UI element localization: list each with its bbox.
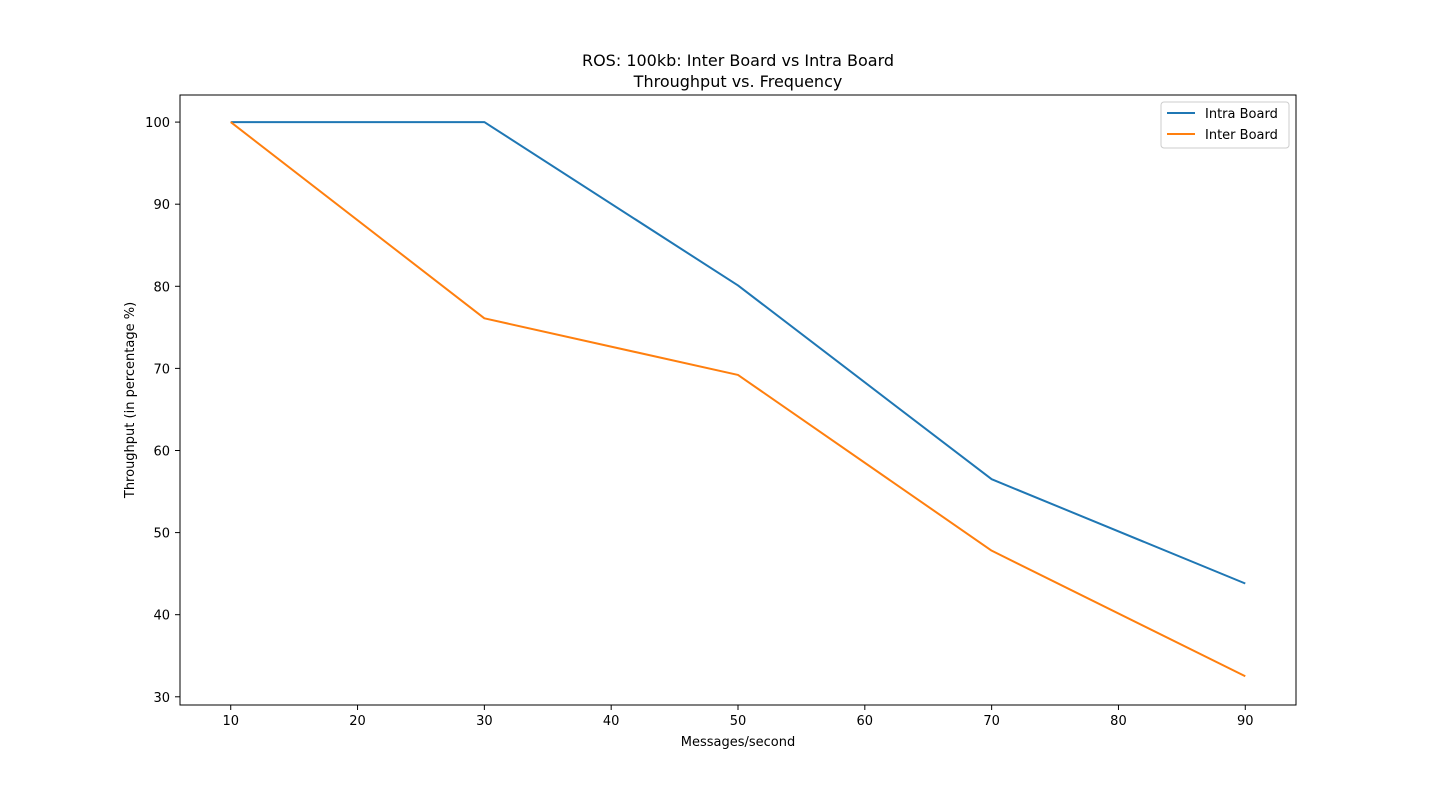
x-tick-label: 20	[349, 714, 366, 729]
legend-label-inter-board: Inter Board	[1205, 128, 1278, 143]
x-tick-label: 30	[476, 714, 493, 729]
series-line-inter-board	[230, 121, 1246, 678]
x-tick-label: 70	[983, 714, 1000, 729]
x-tick-label: 40	[603, 714, 620, 729]
x-tick-label: 60	[857, 714, 874, 729]
x-tick-label: 80	[1110, 714, 1127, 729]
x-tick-label: 50	[730, 714, 747, 729]
chart-title: ROS: 100kb: Inter Board vs Intra Board	[582, 51, 894, 70]
x-tick-label: 90	[1237, 714, 1254, 729]
y-tick-label: 100	[145, 116, 170, 131]
legend: Intra Board Inter Board	[1160, 101, 1290, 149]
y-tick-label: 90	[153, 198, 170, 213]
series-line-intra-board	[230, 121, 1246, 585]
plot-frame	[179, 94, 1297, 706]
x-axis-label: Messages/second	[681, 735, 796, 750]
y-tick-label: 40	[153, 609, 170, 624]
chart-subtitle: Throughput vs. Frequency	[633, 72, 843, 91]
y-tick-label: 60	[153, 444, 170, 459]
y-tick-label: 30	[153, 691, 170, 706]
y-tick-label: 80	[153, 280, 170, 295]
x-tick-label: 10	[222, 714, 239, 729]
x-axis-ticks: 10 20 30 40 50 60 70 80 90	[222, 705, 1254, 729]
y-tick-label: 50	[153, 527, 170, 542]
y-axis-ticks: 30 40 50 60 70 80 90 100	[145, 116, 180, 706]
y-axis-label: Throughput (in percentage %)	[123, 302, 138, 499]
y-tick-label: 70	[153, 362, 170, 377]
legend-label-intra-board: Intra Board	[1205, 107, 1278, 122]
plot-marks	[230, 121, 1246, 678]
